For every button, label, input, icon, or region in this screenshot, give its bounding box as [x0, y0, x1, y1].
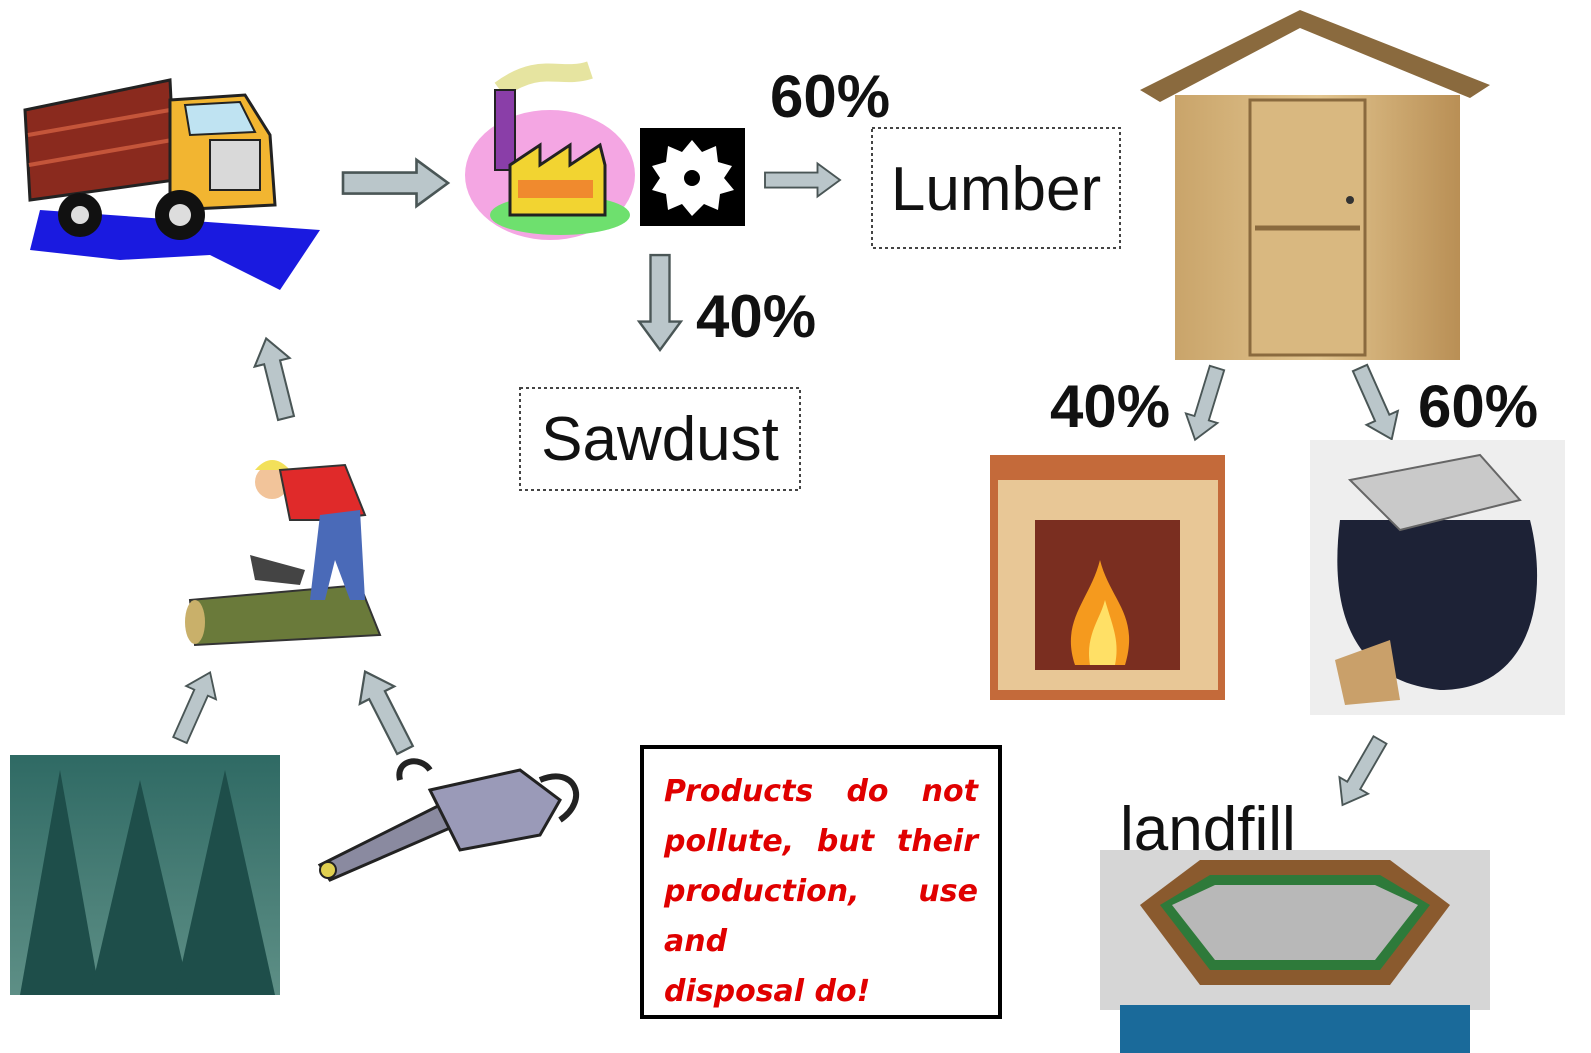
note-box: Products do not pollute, but their produ…: [640, 745, 1002, 1019]
arrow: [1344, 361, 1407, 446]
page: {"mill": {"lumber_share": "60%", "lumber…: [0, 0, 1591, 1053]
burned-share: 40%: [1050, 373, 1170, 440]
sawdust-share: 40%: [696, 283, 816, 350]
trash-bag-icon: [1310, 440, 1565, 715]
landfill-icon: [1100, 850, 1490, 1053]
lumberjack-icon: [185, 460, 380, 645]
arrow: [348, 663, 422, 759]
arrow: [249, 334, 304, 422]
chainsaw-icon: [320, 761, 576, 880]
factory-icon: [465, 70, 635, 240]
note-line: disposal do!: [664, 967, 978, 1017]
lumber-share: 60%: [770, 63, 890, 130]
landfill-label: landfill: [1120, 795, 1296, 864]
waste-share: 60%: [1418, 373, 1538, 440]
arrow: [765, 164, 840, 197]
arrow: [343, 160, 448, 206]
fireplace-icon: [990, 455, 1225, 700]
truck-icon: [25, 80, 320, 290]
arrow: [1179, 363, 1232, 444]
arrow: [639, 255, 681, 350]
arrow: [165, 666, 225, 747]
forest-photo: [10, 755, 280, 995]
lumber-label: Lumber: [891, 155, 1101, 224]
saw-blade-icon: [640, 128, 745, 226]
shed-icon: [1140, 10, 1490, 360]
sawdust-label: Sawdust: [541, 405, 779, 474]
arrow: [1328, 732, 1394, 813]
note-line: Products do not pollute, but their produ…: [664, 767, 978, 967]
